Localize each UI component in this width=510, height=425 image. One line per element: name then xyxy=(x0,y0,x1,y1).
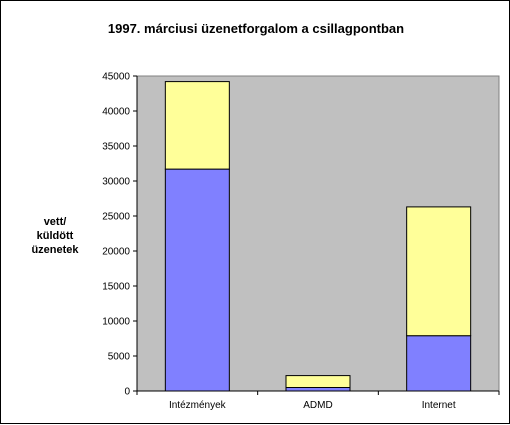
chart-title: 1997. márciusi üzenetforgalom a csillagp… xyxy=(108,21,404,36)
bar-segment-intézmények-series-2 xyxy=(164,81,230,170)
y-tick-label: 20000 xyxy=(102,247,130,258)
y-axis-label-line: küldött xyxy=(37,230,74,242)
y-tick-labels: 0 5000 10000 15000 20000 25000 30000 35000 40000… xyxy=(102,72,130,398)
x-tick-label: Internet xyxy=(422,400,456,411)
y-tick-label: 5000 xyxy=(108,352,131,363)
y-axis-label-line: üzenetek xyxy=(31,244,79,256)
y-tick-label: 30000 xyxy=(102,177,130,188)
bars-layer xyxy=(164,81,472,392)
y-tick-label: 35000 xyxy=(102,142,130,153)
bar-segment-admd-series-2 xyxy=(285,375,351,389)
bar-segment-internet-series-1 xyxy=(406,335,472,392)
y-axis-label: vett/küldött üzenetek xyxy=(31,216,79,256)
y-tick-label: 0 xyxy=(124,387,130,398)
bar-segment-admd-series-1 xyxy=(285,387,351,392)
x-tick-label: Intézmények xyxy=(169,400,227,411)
bar-segment-intézmények-series-1 xyxy=(164,168,230,392)
bar-segment-internet-series-2 xyxy=(406,206,472,337)
y-tick-label: 45000 xyxy=(102,72,130,83)
y-tick-label: 25000 xyxy=(102,212,130,223)
x-tick-labels: Intézmények ADMD Internet xyxy=(169,400,456,411)
x-tick-label: ADMD xyxy=(303,400,332,411)
y-tick-label: 10000 xyxy=(102,317,130,328)
y-axis-label-line: vett/ xyxy=(44,216,67,228)
y-tick-label: 15000 xyxy=(102,282,130,293)
y-tick-label: 40000 xyxy=(102,107,130,118)
axes-layer xyxy=(133,75,500,395)
